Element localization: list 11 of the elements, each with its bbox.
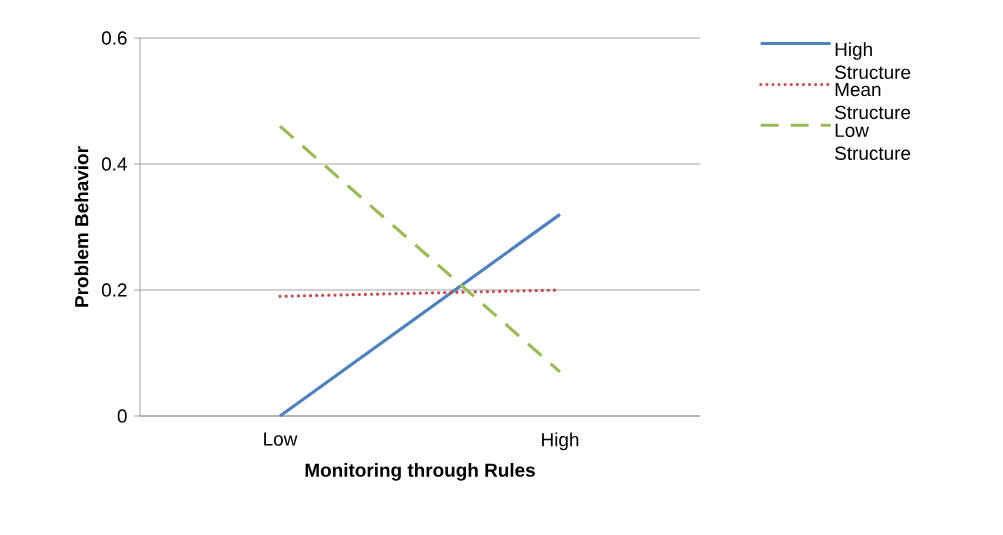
y-tick-label: 0 [117,409,127,423]
x-tick-label: High [542,432,579,451]
y-tick-label: 0.6 [101,31,127,45]
legend-label: Low Structure [835,123,911,160]
y-tick-label: 0.2 [101,283,127,297]
legend-label: High Structure [835,42,911,79]
legend-label: Mean Structure [835,83,911,120]
y-tick-label: 0.4 [101,157,127,171]
x-axis-title: Monitoring through Rules [305,462,535,481]
x-tick-label: Low [264,432,298,446]
y-axis-title: Problem Behavior [74,146,89,307]
